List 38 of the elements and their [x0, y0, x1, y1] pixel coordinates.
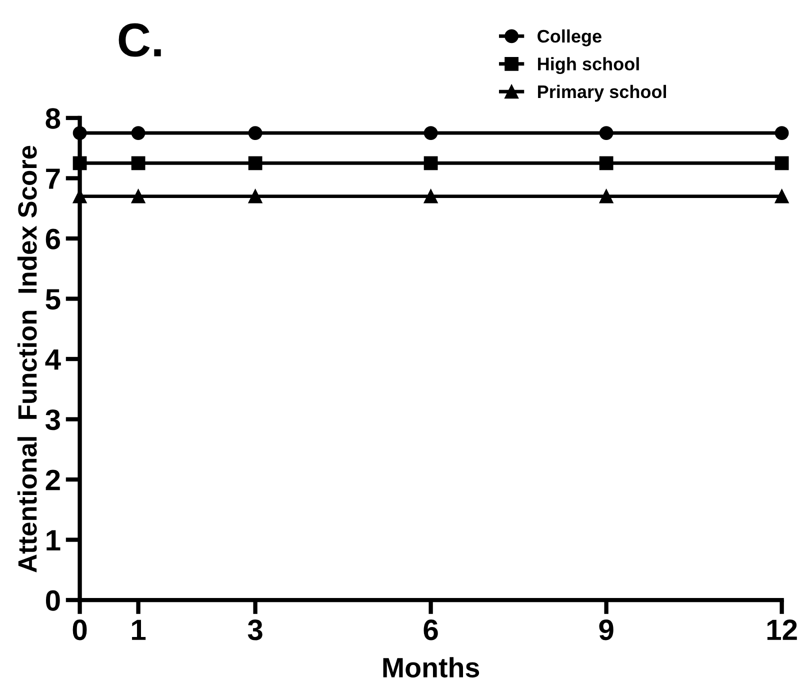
- x-axis-title: Months: [383, 657, 480, 678]
- point: [248, 156, 262, 170]
- x-tick-label: 9: [599, 620, 614, 640]
- point: [599, 156, 614, 170]
- point: [424, 189, 438, 204]
- y-tick-label: 8: [46, 108, 60, 129]
- x-tick-label: 0: [72, 620, 87, 640]
- point: [774, 189, 789, 204]
- y-tick-label: 7: [46, 168, 60, 189]
- point: [131, 189, 146, 204]
- x-tick-label: 6: [424, 620, 438, 640]
- y-tick-label: 6: [46, 228, 60, 250]
- y-tick-label: 1: [46, 530, 60, 550]
- point: [424, 126, 438, 140]
- point: [774, 156, 789, 170]
- point: [72, 126, 87, 140]
- point: [599, 189, 614, 204]
- point: [131, 126, 146, 140]
- point: [599, 126, 614, 140]
- point: [72, 156, 87, 170]
- point: [248, 189, 262, 204]
- legend-label: High school: [538, 57, 639, 74]
- x-tick-label: 1: [132, 620, 146, 640]
- x-tick-label: 3: [248, 620, 262, 640]
- y-tick-label: 3: [45, 409, 60, 430]
- legend-label: College: [538, 29, 602, 46]
- chart-title: C.: [118, 23, 161, 57]
- point: [774, 126, 789, 140]
- legend-label: Primary school: [538, 84, 666, 102]
- y-tick-label: 2: [46, 470, 60, 490]
- y-tick-label: 5: [46, 289, 60, 310]
- point: [424, 156, 438, 170]
- y-tick-label: 0: [46, 590, 60, 611]
- y-tick-label: 4: [45, 350, 61, 370]
- point: [248, 126, 262, 140]
- point: [131, 156, 146, 170]
- x-tick-label: 12: [767, 620, 797, 640]
- y-axis-title: Attentional Function Index Score: [17, 146, 37, 572]
